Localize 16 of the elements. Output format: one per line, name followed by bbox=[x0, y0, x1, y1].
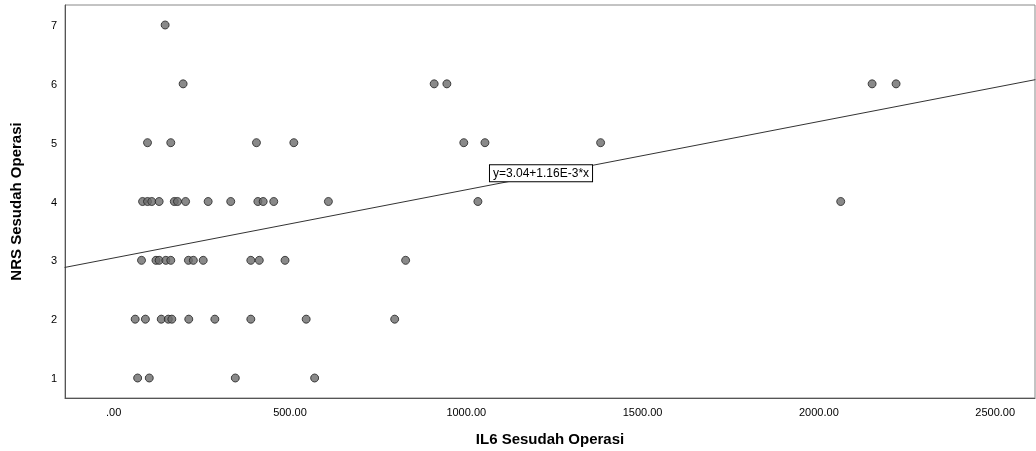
x-axis-title: IL6 Sesudah Operasi bbox=[475, 430, 625, 447]
y-tick-label: 2 bbox=[50, 313, 57, 326]
x-tick-label: 500.00 bbox=[273, 405, 307, 418]
x-tick-label: 1000.00 bbox=[446, 405, 487, 418]
x-tick-label: .00 bbox=[106, 405, 122, 418]
y-tick-label: 4 bbox=[50, 195, 57, 208]
y-axis-title: NRS Sesudah Operasi bbox=[7, 122, 24, 281]
x-tick-label: 2000.00 bbox=[798, 405, 839, 418]
y-tick-label: 3 bbox=[50, 254, 57, 267]
y-tick-label: 5 bbox=[50, 136, 57, 149]
y-tick-label: 1 bbox=[50, 372, 57, 384]
x-tick-label: 2500.00 bbox=[975, 405, 1016, 418]
x-tick-label: 1500.00 bbox=[622, 405, 663, 418]
y-tick-label: 6 bbox=[50, 77, 57, 90]
y-tick-label: 7 bbox=[50, 19, 57, 31]
annotation: y=3.04+1.16E-3*x bbox=[492, 166, 590, 181]
